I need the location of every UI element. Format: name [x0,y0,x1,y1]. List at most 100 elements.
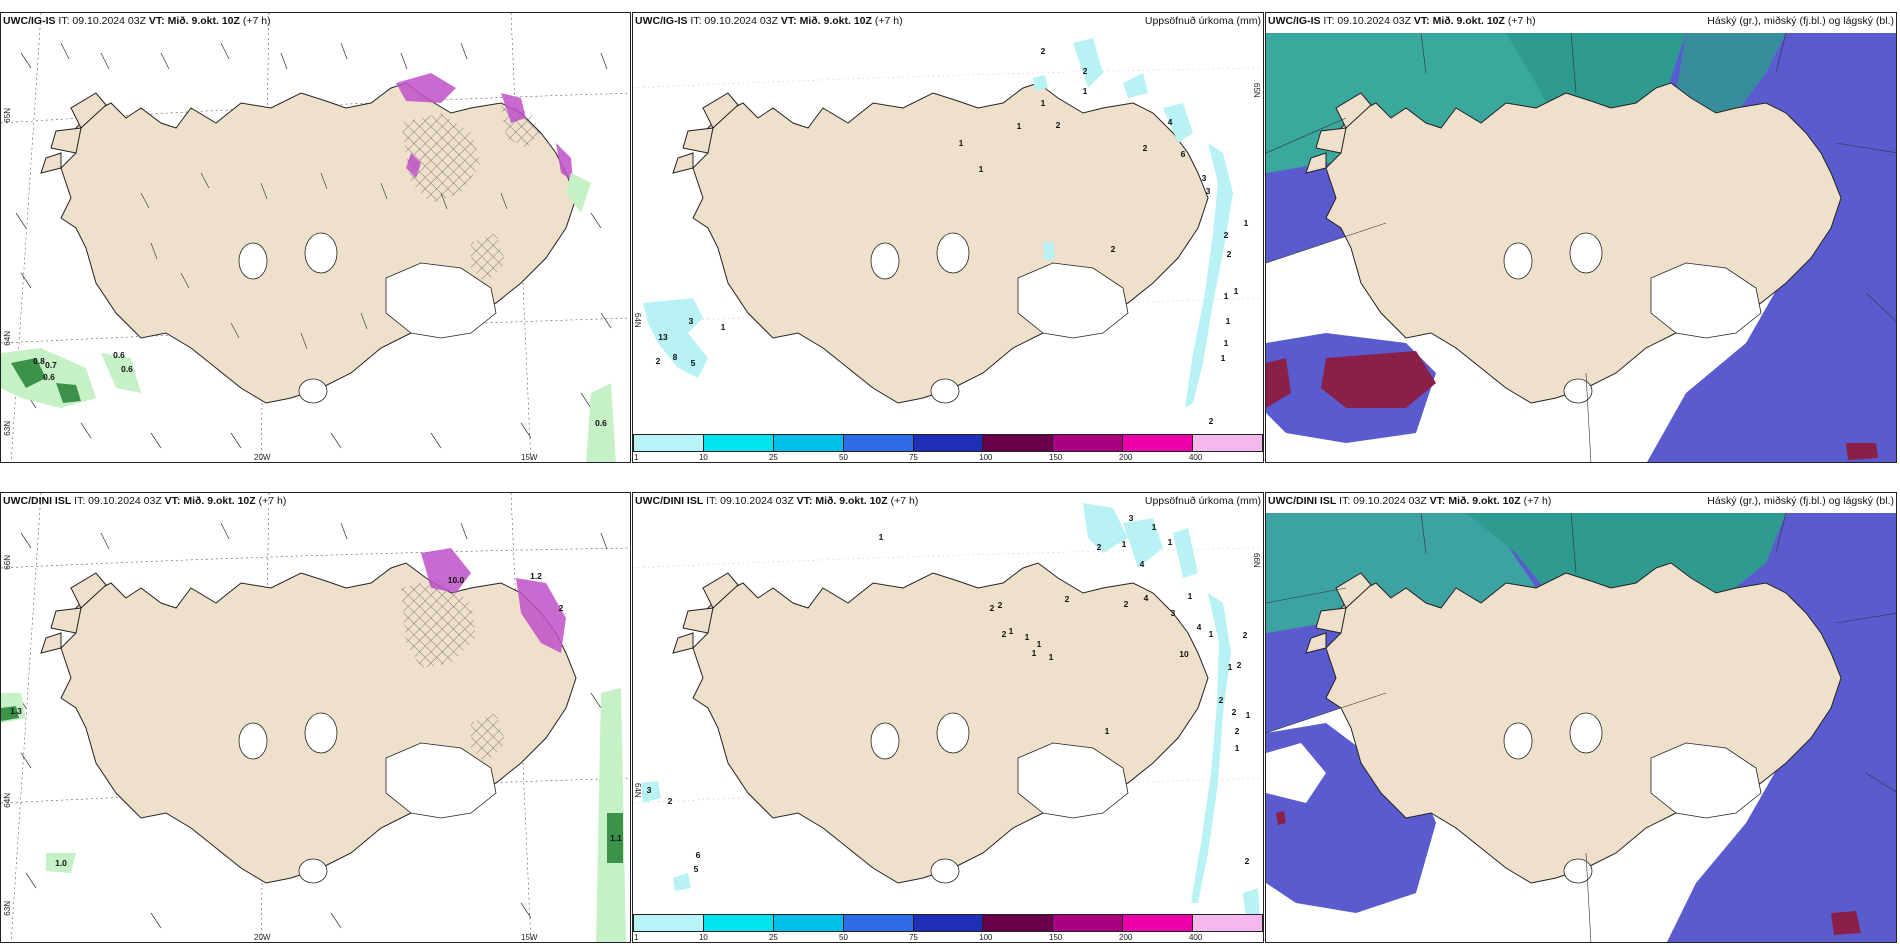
field-title: Uppsöfnuð úrkoma (mm) [1144,495,1261,507]
colorbar-segment [1123,435,1194,451]
precip-value: 1 [1082,86,1088,96]
precip-value: 0.8 [33,356,45,366]
precip-cyan [1043,241,1055,261]
colorbar-segment [843,915,914,931]
colorbar-segment [703,435,774,451]
precip-value: 2 [1064,594,1070,604]
precip-value: 2 [1236,660,1242,670]
precip-value: 3 [688,316,694,326]
precip-value: 1 [1036,639,1042,649]
colorbar: 1 10 25 50 75 100 150 200 400 [633,914,1263,942]
precip-value: 4 [1139,559,1145,569]
lat-label: 64N [3,793,12,808]
colorbar-tick: 400 [1188,453,1203,462]
precip-value: 0.6 [113,350,125,360]
precip-green [586,383,616,462]
precip-magenta [501,93,526,123]
map-canvas [633,503,1263,938]
colorbar-segment [634,435,704,451]
lon-label: 20W [254,453,271,462]
precip-value: 2 [1055,120,1061,130]
precip-cyan [1173,528,1198,578]
colorbar-tick: 150 [1049,933,1063,942]
colorbar-tick: 150 [1049,453,1063,462]
precip-value: 1 [1227,662,1233,672]
map-canvas [1,13,630,462]
precip-value: 2 [558,603,564,613]
precip-value: 2 [1244,856,1250,866]
colorbar-tick: 50 [839,933,848,942]
colorbar-tick: 10 [698,453,708,462]
colorbar-tick: 10 [698,933,708,942]
precip-value: 4 [1143,593,1149,603]
model-name: UWC/IG-IS [3,15,56,27]
precip-value: 0.7 [45,360,57,370]
lat-label: 63N [3,421,12,436]
map-panel-bottom-middle: UWC/DINI ISL IT: 09.10.2024 03Z VT: Mið.… [632,492,1264,943]
valid-time: VT: Mið. 9.okt. 10Z [164,495,256,507]
colorbar-tick: 1 [634,453,639,462]
precip-value: 2 [1040,46,1046,56]
colorbar-segment [1193,435,1263,451]
lat-label: 65N [3,108,12,123]
precip-cyan [1191,593,1231,903]
lat-label: 66N [1252,553,1261,568]
hatch-area [471,233,506,283]
init-time: IT: 09.10.2024 03Z [55,15,149,27]
precip-value: 4 [1196,622,1202,632]
precip-value: 1 [978,164,984,174]
field-title: Uppsöfnuð úrkoma (mm) [1144,15,1261,27]
panel-header: UWC/DINI ISL IT: 09.10.2024 03Z VT: Mið.… [635,494,1261,508]
precip-value: 5 [693,864,699,874]
precip-value: 3 [1128,513,1134,523]
valid-time: VT: Mið. 9.okt. 10Z [1429,495,1521,507]
panel-header: UWC/IG-IS IT: 09.10.2024 03Z VT: Mið. 9.… [635,14,1261,28]
field-title: Háský (gr.), miðský (fj.bl.) og lágský (… [1707,495,1894,507]
precip-green [607,813,623,863]
precip-green [101,353,141,393]
precip-value: 1 [958,138,964,148]
valid-time: VT: Mið. 9.okt. 10Z [780,15,872,27]
colorbar-tick: 100 [979,933,993,942]
precip-value: 2 [667,796,673,806]
colorbar-segment [773,915,844,931]
precip-value: 3 [1201,173,1207,183]
precip-value: 13 [658,332,668,342]
precip-cyan [1033,75,1048,91]
init-time: IT: 09.10.2024 03Z [1320,15,1414,27]
map-panel-bottom-right: UWC/DINI ISL IT: 09.10.2024 03Z VT: Mið.… [1265,492,1897,943]
colorbar-tick: 400 [1188,933,1203,942]
precip-value: 1 [1048,652,1054,662]
init-time: IT: 09.10.2024 03Z [71,495,165,507]
colorbar-segment [1123,915,1194,931]
precip-value: 2 [1096,542,1102,552]
colorbar-tick: 75 [908,933,918,942]
panel-header: UWC/DINI ISL IT: 09.10.2024 03Z VT: Mið.… [1268,494,1894,508]
precip-value: 3 [646,785,652,795]
colorbar-tick: 25 [768,453,778,462]
colorbar-segment [773,435,844,451]
precip-magenta [516,578,566,653]
map-canvas [1,493,630,942]
precip-value: 2 [1208,416,1214,426]
precip-value: 1 [878,532,884,542]
model-name: UWC/IG-IS [635,15,688,27]
lat-label: 64N [633,313,642,328]
precip-value: 1.0 [55,858,67,868]
model-name: UWC/IG-IS [1268,15,1321,27]
precip-value: 1.1 [610,833,622,843]
colorbar-segment [843,435,914,451]
precip-value: 1 [720,322,726,332]
colorbar-tick: 200 [1119,933,1133,942]
precip-value: 1 [1104,726,1110,736]
precip-value: 0.6 [595,418,607,428]
precip-cyan [1123,518,1163,568]
precip-cyan [641,781,661,803]
precip-value: 0.6 [43,372,55,382]
hatch-area [471,713,506,763]
precip-value: 2 [1123,599,1129,609]
precip-cyan [1083,503,1128,553]
colorbar-tick: 100 [979,453,993,462]
colorbar-tick: 50 [839,453,848,462]
precip-value: 2 [1110,244,1116,254]
